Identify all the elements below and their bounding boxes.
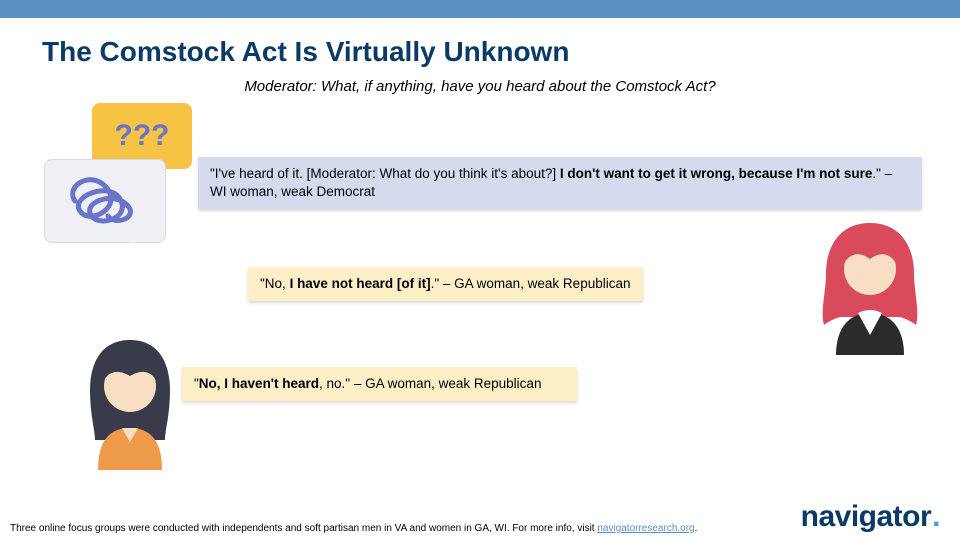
logo-dot: . — [932, 500, 940, 534]
footer: Three online focus groups were conducted… — [10, 500, 940, 534]
scribble-icon — [60, 171, 150, 231]
quote-text-post: ." — [872, 166, 884, 181]
quote-box: "I've heard of it. [Moderator: What do y… — [198, 157, 922, 209]
quote-box: "No, I haven't heard, no." – GA woman, w… — [182, 367, 577, 401]
quote-text-post: , no." — [319, 376, 354, 391]
quote-text-post: ." — [431, 276, 443, 291]
quote-text-bold: I have not heard [of it] — [290, 276, 431, 291]
footnote-text-pre: Three online focus groups were conducted… — [10, 523, 597, 534]
question-marks: ??? — [115, 119, 170, 153]
navigator-logo: navigator. — [801, 500, 940, 534]
quote-text-pre: "I've heard of it. [Moderator: What do y… — [210, 166, 560, 181]
moderator-prompt: Moderator: What, if anything, have you h… — [0, 78, 960, 95]
quote-attribution: – GA woman, weak Republican — [443, 276, 631, 291]
logo-text: navigator — [801, 500, 932, 534]
quote-box: "No, I have not heard [of it]." – GA wom… — [248, 267, 643, 301]
footnote-text-post: . — [695, 523, 698, 534]
avatar-woman-dark-hair — [70, 330, 190, 475]
methodology-footnote: Three online focus groups were conducted… — [10, 523, 697, 534]
quote-attribution: – GA woman, weak Republican — [354, 376, 542, 391]
quote-text-bold: No, I haven't heard — [199, 376, 319, 391]
page-title: The Comstock Act Is Virtually Unknown — [0, 18, 960, 68]
confusion-speech-bubbles-icon: ??? — [36, 103, 196, 253]
avatar-woman-red-hair — [810, 215, 930, 360]
scribble-bubble-icon — [44, 159, 166, 243]
content-area: ??? "I've heard of it. [Moderator: What … — [0, 95, 960, 475]
quote-text-bold: I don't want to get it wrong, because I'… — [560, 166, 872, 181]
top-accent-bar — [0, 0, 960, 18]
quote-text-pre: "No, — [260, 276, 290, 291]
footnote-link[interactable]: navigatorresearch.org — [597, 523, 694, 534]
